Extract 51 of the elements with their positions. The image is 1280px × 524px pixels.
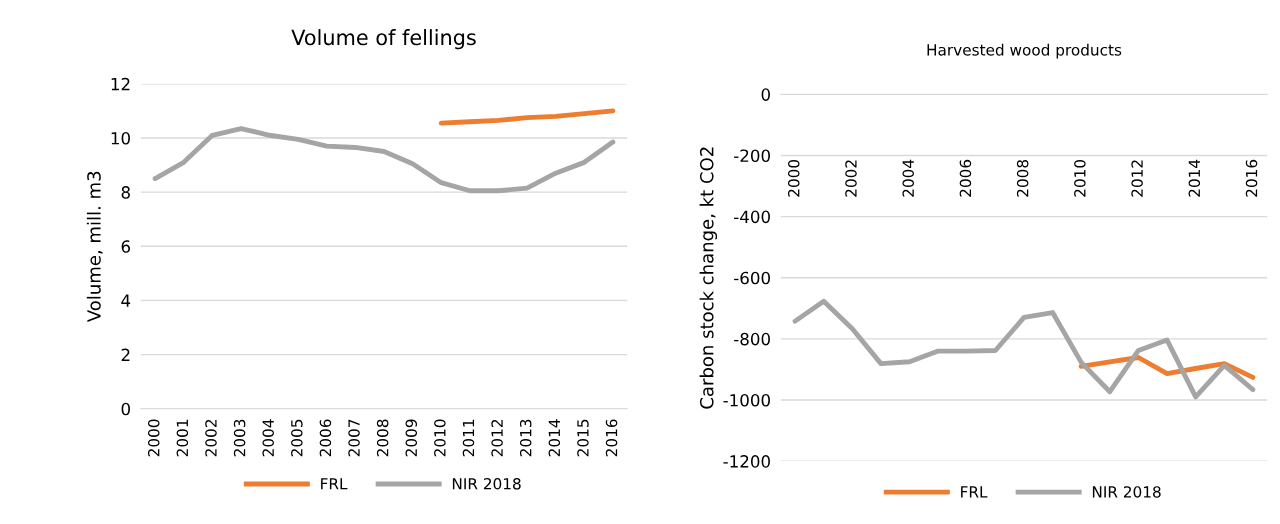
- line-series: [152, 126, 616, 194]
- legend-label: FRL: [321, 478, 348, 490]
- x-tick-label: 2004: [902, 159, 914, 197]
- y-tick-label: -1000: [723, 393, 770, 407]
- x-tick-label: 2006: [319, 419, 332, 457]
- x-tick-label: 2005: [291, 419, 303, 457]
- x-tick-label: 2008: [1016, 159, 1029, 197]
- x-tick-label: 2001: [176, 419, 189, 457]
- y-tick-label: 0: [121, 402, 130, 416]
- x-tick-label: 2013: [519, 419, 532, 457]
- x-tick-label: 2006: [959, 159, 972, 197]
- line-series: [792, 298, 1256, 400]
- y-tick-label: -400: [734, 210, 770, 224]
- y-tick-label: 10: [111, 131, 130, 145]
- y-tick-label: -1200: [723, 455, 770, 468]
- y-tick-label: 2: [121, 348, 130, 361]
- y-tick-label: -200: [734, 149, 770, 163]
- chart-title: Volume of fellings: [291, 29, 476, 50]
- legend-label: FRL: [961, 486, 988, 498]
- y-tick-label: -800: [734, 332, 770, 346]
- y-tick-label: 12: [111, 77, 130, 91]
- y-axis-title: Carbon stock change, kt CO2: [699, 147, 718, 409]
- x-tick-label: 2014: [548, 419, 561, 457]
- y-tick-label: 4: [121, 294, 131, 307]
- x-tick-label: 2010: [1074, 159, 1086, 197]
- x-tick-label: 2000: [787, 159, 800, 197]
- y-axis-title: Volume, mill. m3: [86, 171, 103, 323]
- chart-title: Harvested wood products: [927, 43, 1122, 59]
- x-tick-label: 2003: [233, 419, 246, 457]
- x-tick-label: 2012: [1131, 160, 1143, 197]
- y-tick-label: 0: [761, 88, 770, 101]
- x-tick-label: 2002: [205, 419, 217, 457]
- y-tick-label: 8: [121, 186, 130, 199]
- x-tick-label: 2012: [491, 419, 503, 457]
- x-tick-label: 2010: [434, 419, 446, 457]
- x-tick-label: 2004: [262, 419, 274, 457]
- x-tick-label: 2015: [577, 419, 589, 457]
- line-series: [438, 108, 616, 126]
- legend-label: NIR 2018: [452, 477, 521, 490]
- x-tick-label: 2007: [348, 419, 360, 457]
- x-tick-label: 2000: [147, 419, 160, 457]
- x-tick-label: 2016: [1245, 159, 1258, 197]
- x-tick-label: 2011: [462, 419, 475, 457]
- x-tick-label: 2002: [845, 160, 857, 197]
- x-tick-label: 2014: [1188, 159, 1201, 197]
- legend-label: NIR 2018: [1092, 486, 1161, 498]
- x-tick-label: 2009: [405, 419, 418, 457]
- x-tick-label: 2016: [605, 419, 618, 457]
- y-tick-label: 6: [121, 240, 131, 253]
- x-tick-label: 2008: [376, 419, 389, 457]
- y-tick-label: -600: [734, 271, 770, 285]
